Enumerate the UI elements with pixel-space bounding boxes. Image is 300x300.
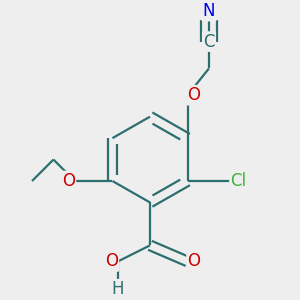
Text: O: O (188, 86, 200, 104)
Text: N: N (203, 2, 215, 20)
Text: O: O (105, 253, 118, 271)
Text: O: O (188, 253, 200, 271)
Text: O: O (62, 172, 75, 190)
Text: Cl: Cl (230, 172, 247, 190)
Text: H: H (112, 280, 124, 298)
Text: C: C (203, 33, 215, 51)
